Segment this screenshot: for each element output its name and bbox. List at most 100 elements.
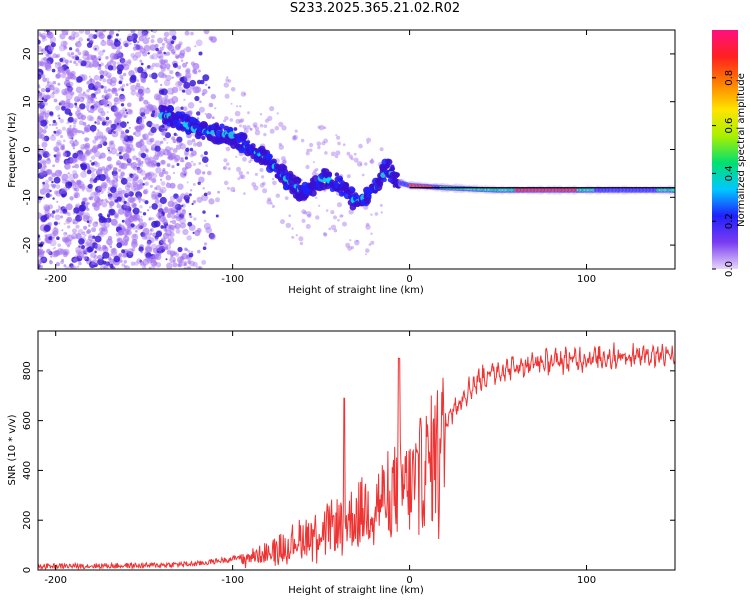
noise-point [267, 197, 272, 202]
noise-point [254, 172, 258, 176]
noise-point [61, 229, 64, 232]
noise-point [323, 138, 328, 144]
noise-point [122, 152, 130, 160]
noise-point [143, 264, 146, 267]
noise-point [225, 146, 231, 152]
noise-point [74, 158, 79, 163]
noise-point [54, 228, 58, 233]
noise-point [141, 78, 147, 84]
noise-point [56, 151, 61, 157]
noise-point [118, 253, 122, 257]
noise-point [44, 237, 50, 243]
noise-point [46, 213, 52, 218]
noise-point [115, 50, 122, 57]
noise-point [192, 183, 196, 186]
noise-point [86, 229, 92, 234]
noise-point [68, 54, 72, 58]
noise-point [63, 231, 67, 236]
noise-point [78, 37, 83, 42]
noise-point [154, 43, 159, 48]
noise-point [209, 233, 217, 241]
noise-point [38, 120, 42, 128]
noise-point [170, 147, 174, 151]
noise-point [177, 81, 183, 86]
noise-point [39, 72, 42, 75]
noise-point [130, 74, 137, 81]
noise-point [98, 135, 103, 140]
noise-point [191, 138, 196, 143]
noise-point [94, 168, 97, 171]
noise-point [164, 40, 168, 44]
signal-point [377, 181, 384, 188]
noise-point [129, 110, 132, 113]
noise-point [150, 39, 155, 44]
noise-point [70, 133, 74, 138]
noise-point [103, 264, 109, 269]
noise-point [225, 78, 230, 82]
noise-point [131, 247, 136, 252]
noise-point [150, 113, 155, 118]
noise-point [172, 171, 176, 175]
noise-point [165, 174, 172, 181]
noise-point [135, 125, 141, 131]
noise-point [138, 98, 142, 102]
noise-point [226, 76, 229, 79]
noise-point [194, 168, 202, 175]
noise-point [206, 113, 212, 119]
noise-point [176, 136, 183, 143]
noise-point [267, 115, 273, 121]
noise-point [145, 252, 152, 259]
noise-point [95, 170, 101, 176]
noise-point [131, 147, 135, 152]
noise-point [162, 232, 170, 240]
noise-point [193, 142, 198, 147]
noise-point [69, 263, 74, 268]
noise-point [134, 130, 142, 138]
noise-point [165, 74, 172, 82]
noise-point [170, 254, 174, 258]
noise-point [51, 172, 56, 178]
noise-point [251, 182, 257, 187]
noise-point [78, 261, 82, 266]
noise-point [171, 219, 177, 225]
noise-point [52, 53, 58, 59]
spectrogram-data [38, 30, 675, 269]
noise-point [119, 259, 123, 263]
noise-point [51, 250, 59, 258]
noise-point [67, 212, 71, 216]
noise-point [75, 204, 79, 208]
noise-point [51, 180, 54, 184]
noise-point [238, 119, 243, 124]
noise-point [180, 171, 187, 178]
noise-point [336, 135, 341, 140]
noise-point [65, 159, 72, 166]
noise-point [278, 142, 282, 147]
noise-point [133, 132, 136, 136]
noise-point [56, 89, 59, 92]
noise-point [166, 249, 172, 255]
noise-point [113, 168, 118, 173]
noise-point [253, 185, 259, 191]
colorbar-ticks: 0.0 0.2 0.4 0.6 0.8 [712, 70, 735, 277]
noise-point [145, 148, 149, 152]
noise-point [60, 260, 64, 265]
noise-point [54, 190, 59, 195]
noise-point [146, 101, 151, 105]
noise-point [132, 207, 140, 215]
noise-point [147, 132, 151, 136]
noise-point [77, 51, 82, 56]
noise-point [97, 254, 103, 260]
noise-point [154, 150, 161, 157]
noise-point [109, 59, 114, 64]
noise-point [40, 258, 43, 262]
signal-point [366, 193, 372, 199]
noise-point [112, 181, 119, 188]
noise-point [148, 218, 151, 221]
noise-point [207, 191, 212, 196]
noise-point [317, 125, 321, 129]
noise-point [123, 115, 127, 118]
noise-point [151, 220, 159, 228]
noise-point [249, 127, 253, 131]
noise-point [149, 232, 153, 235]
noise-point [202, 171, 206, 175]
